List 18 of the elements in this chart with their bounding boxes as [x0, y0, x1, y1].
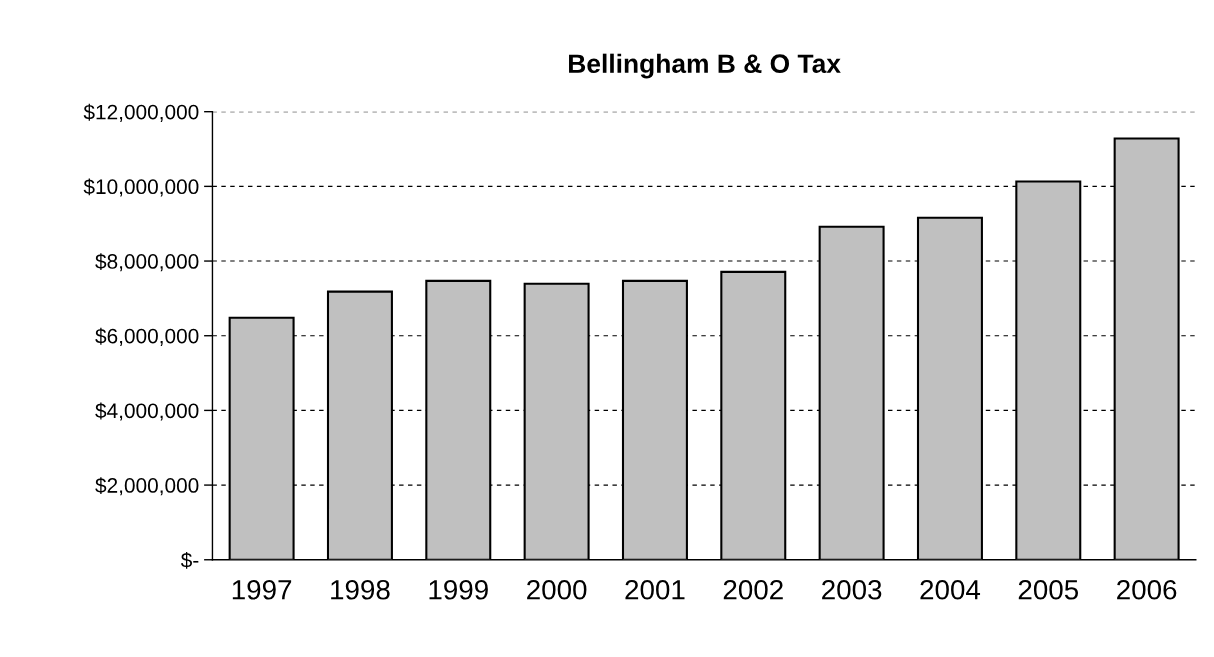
x-tick-label: 1998 — [331, 579, 390, 600]
y-tick-label: $6,000,000 — [95, 327, 199, 346]
y-tick-label: $12,000,000 — [83, 103, 199, 122]
x-tick-label: 2004 — [920, 579, 981, 600]
chart-title: Bellingham B & O Tax — [569, 53, 841, 79]
x-tick-label: 2002 — [723, 579, 783, 600]
y-tick-label: $8,000,000 — [95, 253, 199, 272]
x-tick-label: 1997 — [232, 579, 292, 600]
y-tick-label: $4,000,000 — [95, 402, 199, 421]
y-tick-label: $10,000,000 — [83, 178, 199, 197]
x-tick-label: 2005 — [1018, 579, 1079, 600]
x-tick-label: 1999 — [429, 579, 488, 600]
x-tick-label: 2001 — [625, 579, 685, 600]
x-tick-label: 2003 — [822, 579, 882, 600]
x-tick-label: 2000 — [527, 579, 587, 600]
y-tick-label: $- — [180, 551, 199, 569]
y-tick-label: $2,000,000 — [95, 477, 199, 496]
x-tick-label: 2006 — [1117, 579, 1177, 600]
